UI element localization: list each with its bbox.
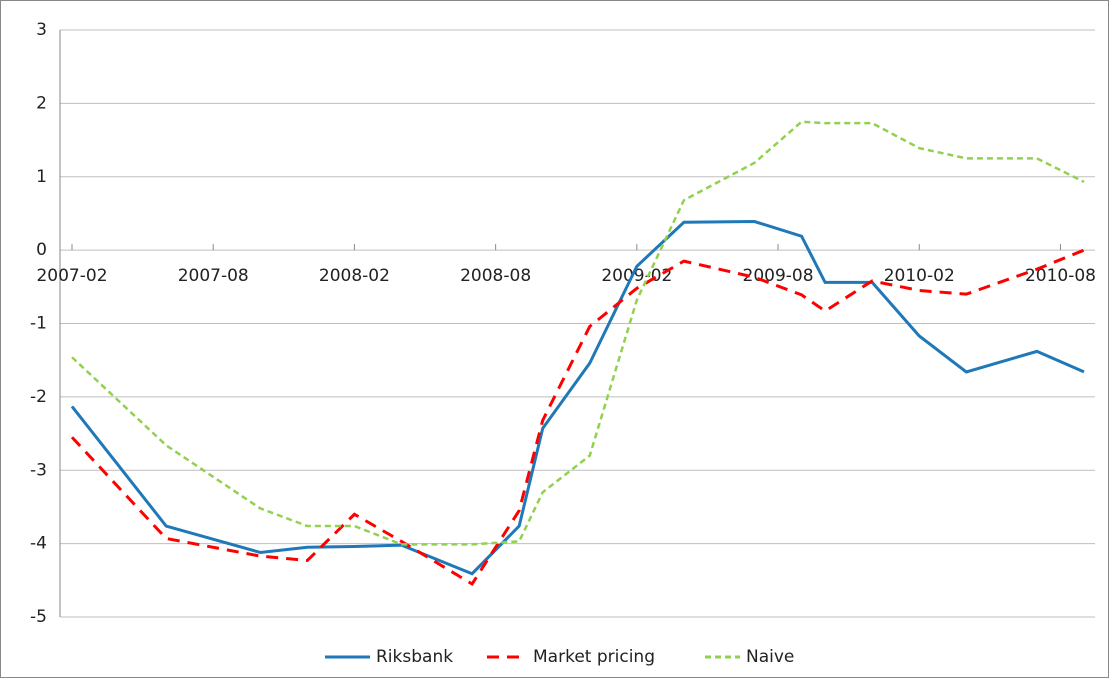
y-tick-label: 3 <box>36 20 47 40</box>
x-tick-label: 2008-02 <box>319 266 390 286</box>
y-tick-label: -2 <box>30 387 47 407</box>
y-tick-label: -3 <box>30 460 47 480</box>
series-line <box>71 120 1085 546</box>
y-tick-label: 0 <box>36 240 47 260</box>
x-tick-label: 2009-02 <box>601 266 672 286</box>
y-tick-label: 2 <box>36 93 47 113</box>
grid: -5 -4 -3 -2 -1 0 1 2 3 2007-02 2007-08 2008-02 2008-… <box>30 20 1096 627</box>
x-tick-label: 2007-02 <box>36 266 107 286</box>
legend-label: Riksbank <box>376 647 453 667</box>
legend-label: Market pricing <box>533 647 655 667</box>
y-tick-label: 1 <box>36 167 47 187</box>
y-tick-label: -1 <box>30 314 47 334</box>
legend-label: Naive <box>746 647 794 667</box>
y-tick-label: -4 <box>30 534 47 554</box>
x-tick-label: 2010-08 <box>1025 266 1096 286</box>
y-tick-label: -5 <box>30 607 47 627</box>
series-line <box>70 220 1085 576</box>
series-line <box>70 248 1085 587</box>
plot <box>70 120 1085 587</box>
x-tick-label: 2009-08 <box>743 266 814 286</box>
x-tick-label: 2010-02 <box>884 266 955 286</box>
x-tick-label: 2007-08 <box>178 266 249 286</box>
x-tick-label: 2008-08 <box>460 266 531 286</box>
legend: Riksbank Market pricing Naive <box>325 647 794 667</box>
